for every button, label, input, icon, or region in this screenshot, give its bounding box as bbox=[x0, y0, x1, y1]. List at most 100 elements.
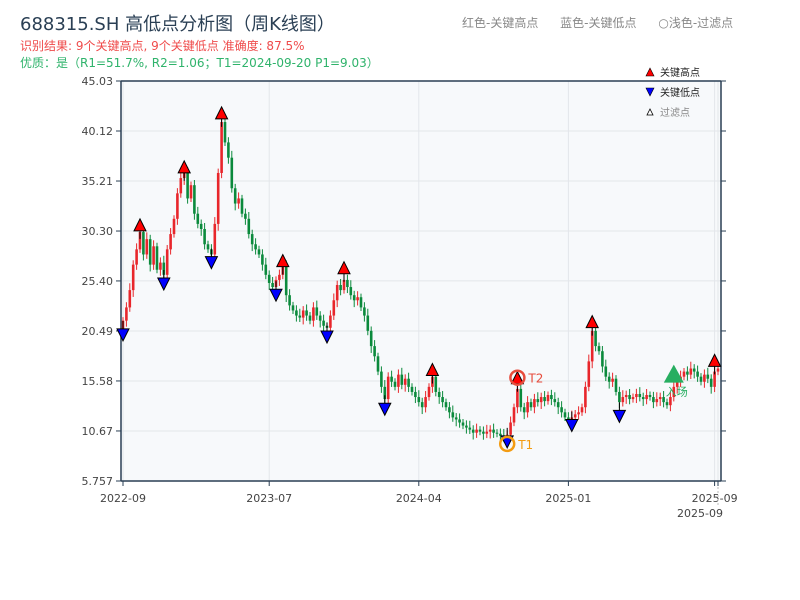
candle bbox=[437, 387, 441, 404]
chart-title: 688315.SH 高低点分析图（周K线图） bbox=[20, 14, 335, 35]
candle-body bbox=[318, 315, 322, 321]
candle bbox=[155, 242, 159, 274]
candle-body bbox=[492, 429, 495, 433]
candle-body bbox=[315, 307, 319, 316]
candle-body bbox=[138, 232, 142, 250]
candle-body bbox=[400, 374, 404, 385]
candle-body bbox=[424, 397, 427, 408]
candle bbox=[148, 234, 152, 272]
candle-body bbox=[356, 297, 359, 301]
candle-body bbox=[261, 254, 264, 265]
x-tick-label: 2023-07 bbox=[246, 492, 292, 505]
candle bbox=[352, 290, 356, 308]
candle bbox=[233, 183, 237, 211]
candle-body bbox=[186, 172, 189, 199]
candle bbox=[686, 366, 689, 381]
candle-body bbox=[607, 376, 611, 382]
candle-body bbox=[220, 122, 223, 173]
x-tick-label: 2024-04 bbox=[396, 492, 442, 505]
candle-body bbox=[288, 295, 291, 306]
candle-body bbox=[359, 297, 363, 308]
candle-body bbox=[349, 287, 353, 296]
candle-body bbox=[458, 419, 461, 423]
candle-body bbox=[434, 376, 438, 392]
candle-body bbox=[305, 310, 308, 316]
candle bbox=[458, 413, 461, 428]
candle-body bbox=[658, 397, 662, 400]
candle bbox=[553, 392, 557, 407]
candle bbox=[230, 150, 234, 193]
candle bbox=[420, 397, 424, 415]
candle bbox=[349, 280, 353, 300]
candle-body bbox=[652, 397, 655, 403]
candle-body bbox=[624, 395, 628, 398]
candle bbox=[529, 398, 533, 411]
candle-body bbox=[716, 368, 720, 372]
key-low-marker bbox=[320, 330, 334, 345]
candle bbox=[291, 301, 295, 315]
candle-body bbox=[682, 371, 686, 377]
candle bbox=[584, 381, 587, 414]
candle bbox=[706, 367, 710, 384]
key-low-marker bbox=[156, 277, 171, 292]
candle bbox=[628, 388, 631, 405]
legend-high-color: 红色-关键高点 bbox=[462, 16, 539, 30]
candle-body bbox=[611, 378, 614, 382]
candle bbox=[465, 420, 468, 434]
entry-label: 入场 bbox=[666, 385, 688, 399]
candle bbox=[176, 188, 179, 225]
candle-body bbox=[366, 315, 370, 331]
candle bbox=[417, 390, 421, 407]
candle bbox=[356, 291, 359, 306]
candle-body bbox=[295, 310, 298, 316]
candle-body bbox=[393, 381, 397, 387]
candle-body bbox=[437, 391, 441, 398]
candle-body bbox=[135, 249, 138, 265]
y-tick-label: 10.67 bbox=[82, 425, 114, 438]
candle bbox=[519, 382, 523, 412]
candle bbox=[254, 238, 257, 255]
candle bbox=[611, 372, 614, 387]
candle bbox=[298, 308, 302, 322]
candle bbox=[397, 369, 400, 393]
key-high-marker bbox=[585, 314, 600, 329]
candle-body bbox=[692, 368, 696, 372]
candle bbox=[339, 278, 342, 296]
y-tick-label: 25.40 bbox=[82, 275, 114, 288]
candle bbox=[295, 305, 298, 322]
candle-body bbox=[148, 239, 152, 265]
candle-body bbox=[417, 397, 421, 403]
candle bbox=[478, 426, 482, 436]
candle bbox=[703, 369, 706, 388]
candle-body bbox=[533, 399, 536, 408]
candle bbox=[689, 361, 693, 380]
candle-body bbox=[142, 232, 145, 255]
candle-body bbox=[475, 429, 478, 433]
candle bbox=[128, 283, 132, 312]
candle bbox=[492, 423, 495, 438]
candle-body bbox=[244, 213, 247, 219]
candle-body bbox=[580, 407, 584, 413]
y-tick-label: 5.757 bbox=[82, 475, 114, 488]
candle bbox=[635, 388, 638, 404]
candle-body bbox=[352, 295, 356, 301]
candle-body bbox=[155, 246, 159, 270]
candle bbox=[240, 194, 244, 218]
candle bbox=[322, 314, 325, 331]
candle-body bbox=[414, 391, 417, 398]
y-tick-label: 20.49 bbox=[82, 325, 114, 338]
y-tick-label: 45.03 bbox=[82, 75, 114, 88]
candle bbox=[203, 222, 206, 250]
candle-body bbox=[247, 218, 251, 235]
candle bbox=[369, 326, 373, 353]
candle-body bbox=[495, 432, 499, 434]
result-text: 识别结果: 9个关键高点, 9个关键低点 准确度: 87.5% bbox=[20, 39, 305, 53]
y-tick-label: 15.58 bbox=[82, 375, 114, 388]
candle-body bbox=[329, 315, 332, 328]
candle-body bbox=[196, 213, 200, 224]
candle bbox=[533, 393, 536, 414]
candle bbox=[669, 391, 672, 412]
candle-body bbox=[131, 264, 135, 291]
key-high-marker bbox=[275, 253, 290, 268]
candle-body bbox=[267, 274, 271, 283]
